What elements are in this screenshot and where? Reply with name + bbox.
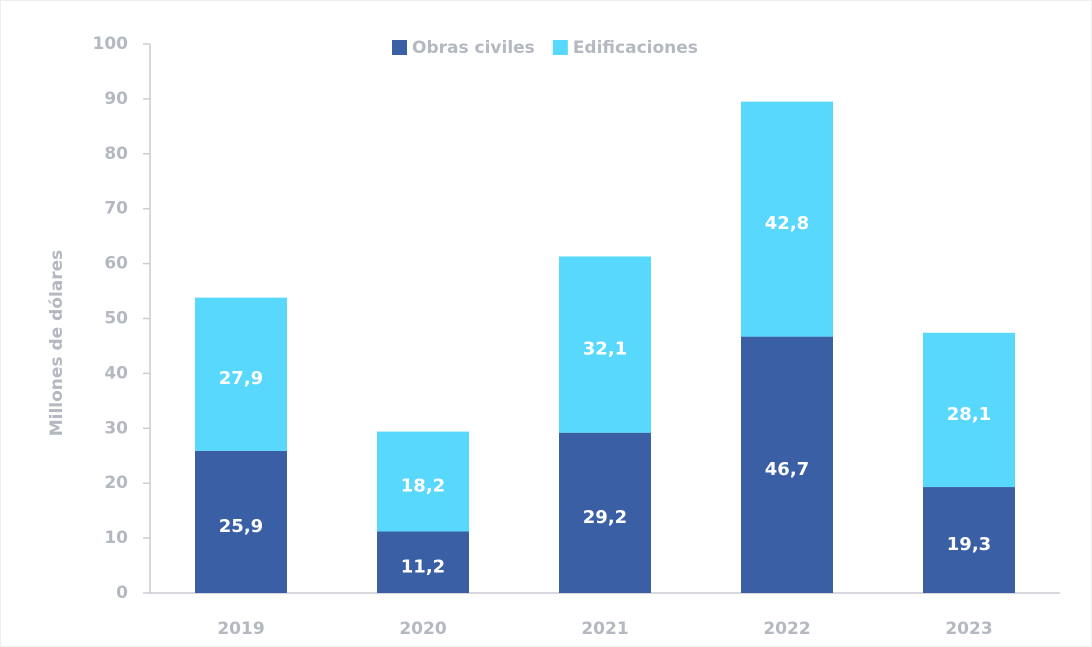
y-tick-label: 60 (104, 254, 128, 274)
y-tick-label: 90 (104, 89, 128, 109)
legend-swatch (552, 40, 568, 55)
data-label: 32,1 (583, 339, 627, 360)
x-tick-label: 2020 (399, 619, 446, 639)
bar-segment (741, 336, 833, 593)
x-tick-label: 2019 (217, 619, 264, 639)
x-tick-label: 2021 (581, 619, 628, 639)
bar-segment (377, 431, 469, 532)
y-tick-label: 10 (104, 528, 128, 548)
bar-segment (559, 432, 651, 593)
y-tick-label: 20 (104, 473, 128, 493)
x-tick-label: 2023 (945, 619, 992, 639)
y-tick-label: 30 (104, 418, 128, 438)
y-tick-label: 50 (104, 309, 128, 329)
data-label: 25,9 (219, 516, 263, 537)
data-label: 11,2 (401, 556, 445, 577)
y-tick-label: 100 (93, 34, 129, 54)
bar-segment (195, 297, 287, 451)
data-label: 28,1 (947, 404, 991, 425)
data-label: 42,8 (765, 213, 809, 234)
y-tick-label: 70 (104, 199, 128, 219)
bar-segment (377, 531, 469, 593)
legend-swatch (392, 40, 407, 55)
y-tick-label: 40 (104, 363, 128, 383)
bar-segment (923, 332, 1015, 488)
data-label: 46,7 (765, 459, 809, 480)
bar-segment (923, 487, 1015, 593)
y-axis-label: Millones de dólares (47, 250, 67, 437)
x-tick-label: 2022 (763, 619, 810, 639)
bar-segment (559, 256, 651, 433)
bar-segment (741, 101, 833, 337)
data-label: 19,3 (947, 534, 991, 555)
data-label: 29,2 (583, 507, 627, 528)
y-tick-label: 0 (116, 583, 128, 603)
data-label: 27,9 (219, 368, 263, 389)
legend-label: Edificaciones (573, 38, 698, 58)
data-label: 18,2 (401, 476, 445, 497)
legend-label: Obras civiles (412, 38, 535, 58)
y-tick-label: 80 (104, 144, 128, 164)
bar-segment (195, 450, 287, 593)
